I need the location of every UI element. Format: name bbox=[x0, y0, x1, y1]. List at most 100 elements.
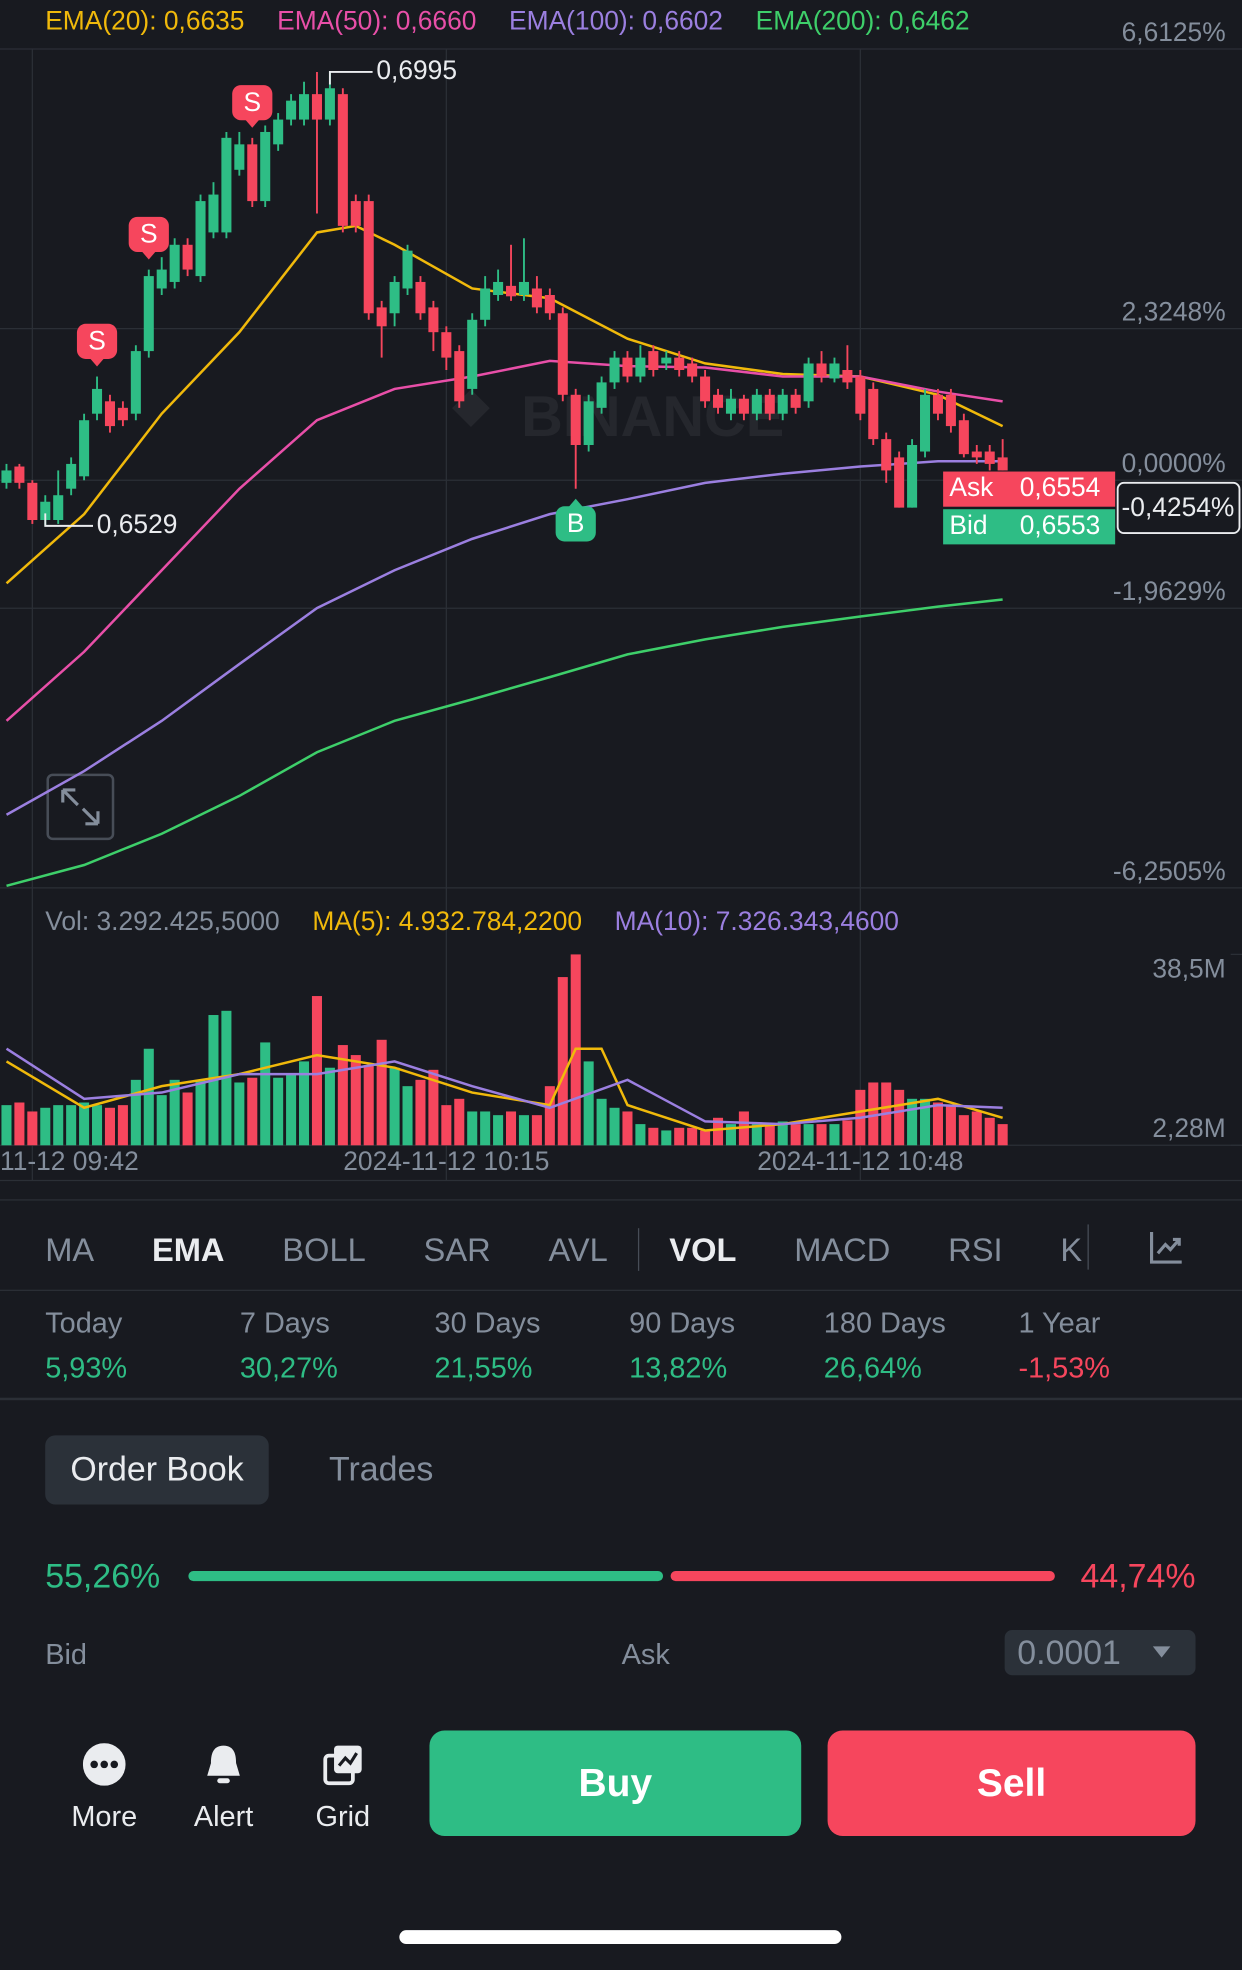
icon-path bbox=[1150, 1231, 1182, 1264]
order-book-tab[interactable]: Order Book bbox=[45, 1435, 269, 1505]
candle-body bbox=[557, 313, 568, 395]
indicator-tab[interactable]: SAR bbox=[423, 1230, 491, 1268]
y-tick-label: 2,3248% bbox=[1122, 297, 1226, 327]
candle-body bbox=[324, 88, 335, 120]
tool-icon[interactable] bbox=[82, 1743, 126, 1786]
volume-bar bbox=[764, 1124, 775, 1146]
precision-dropdown[interactable]: 0.0001 bbox=[1004, 1630, 1196, 1676]
candle-body bbox=[700, 376, 711, 402]
volume-bar bbox=[117, 1105, 128, 1146]
performance: Today 5,93% 7 Days 30,27% 30 Days 21,55% 90 Da… bbox=[45, 1306, 1225, 1394]
precision-value: 0.0001 bbox=[1017, 1633, 1121, 1672]
volume-bar bbox=[544, 1086, 555, 1146]
indicator-tab[interactable]: AVL bbox=[548, 1230, 608, 1268]
volume-bar bbox=[713, 1117, 724, 1146]
volume-bar bbox=[531, 1115, 542, 1146]
indicator-tab[interactable]: RSI bbox=[948, 1230, 1003, 1268]
period-change: 26,64% bbox=[823, 1351, 922, 1384]
y-tick-label: -1,9629% bbox=[1113, 576, 1226, 606]
candle-body bbox=[311, 94, 322, 120]
bid-label: Bid bbox=[949, 510, 987, 540]
volume-bar bbox=[596, 1098, 607, 1146]
volume-bar bbox=[958, 1115, 969, 1146]
candle-body bbox=[531, 288, 542, 308]
ask-price: 0,6554 bbox=[1020, 472, 1101, 502]
period-label: 90 Days bbox=[629, 1306, 736, 1339]
candle-body bbox=[247, 144, 258, 202]
volume-bar bbox=[156, 1095, 167, 1146]
signal-marker bbox=[244, 118, 260, 128]
candle-body bbox=[622, 357, 633, 377]
tool-label[interactable]: More bbox=[71, 1799, 138, 1833]
chart-settings-icon[interactable] bbox=[1148, 1228, 1186, 1266]
indicator-tab[interactable]: VOL bbox=[669, 1230, 737, 1268]
tool-icon[interactable] bbox=[202, 1743, 245, 1786]
volume-bar bbox=[920, 1098, 931, 1146]
volume-bar bbox=[907, 1098, 918, 1146]
candle-body bbox=[1, 470, 12, 483]
candle-body bbox=[544, 295, 555, 314]
volume-bar bbox=[260, 1042, 271, 1146]
bid-tag bbox=[943, 509, 1116, 545]
signal-marker bbox=[89, 357, 105, 367]
volume-bar bbox=[376, 1039, 387, 1146]
signal-marker bbox=[568, 498, 584, 508]
home-indicator bbox=[399, 1930, 842, 1944]
ask-ratio-bar bbox=[670, 1571, 1055, 1582]
signal-marker bbox=[128, 216, 169, 252]
tool-icon[interactable] bbox=[321, 1743, 364, 1786]
candle-body bbox=[713, 394, 724, 408]
volume-bar bbox=[609, 1107, 620, 1146]
volume-bar bbox=[234, 1082, 245, 1146]
candle-body bbox=[66, 463, 77, 489]
volume-bar bbox=[674, 1127, 685, 1146]
volume-bar bbox=[583, 1061, 594, 1146]
performance-item: 180 Days 26,64% bbox=[824, 1306, 946, 1385]
volume-bar bbox=[506, 1111, 517, 1146]
sell-button[interactable]: Sell bbox=[827, 1730, 1196, 1836]
icon bbox=[207, 1745, 240, 1784]
performance-item: 7 Days 30,27% bbox=[240, 1306, 338, 1385]
candle-body bbox=[402, 250, 413, 289]
signal-label: S bbox=[140, 219, 158, 249]
volume-bar bbox=[27, 1111, 38, 1146]
candle-body bbox=[117, 407, 128, 421]
candle-body bbox=[415, 281, 426, 314]
volume-bar bbox=[1, 1105, 12, 1146]
candle-body bbox=[506, 285, 517, 297]
indicator-tab[interactable]: EMA bbox=[151, 1230, 225, 1268]
candle-body bbox=[790, 394, 801, 408]
order-book-tab[interactable]: Trades bbox=[329, 1450, 434, 1489]
buy-button[interactable]: Buy bbox=[429, 1730, 802, 1836]
bid-ratio-bar bbox=[188, 1571, 664, 1582]
volume-bar bbox=[79, 1102, 90, 1146]
candle-body bbox=[467, 319, 478, 389]
candle-body bbox=[273, 119, 284, 145]
candle-body bbox=[648, 351, 659, 371]
candle-body bbox=[156, 269, 167, 289]
divider bbox=[0, 1397, 1242, 1401]
candle-body bbox=[92, 388, 103, 414]
indicator-tab[interactable]: MA bbox=[45, 1230, 95, 1268]
volume-bar bbox=[363, 1065, 374, 1146]
indicator-tab[interactable]: K bbox=[1060, 1230, 1083, 1268]
x-tick-label: 11-12 09:42 bbox=[0, 1146, 139, 1176]
candle-body bbox=[195, 201, 206, 277]
volume-bar bbox=[299, 1061, 310, 1146]
candle-body bbox=[104, 401, 115, 427]
tool-label[interactable]: Grid bbox=[315, 1799, 371, 1833]
icon bbox=[82, 1743, 126, 1786]
candle-body bbox=[932, 394, 943, 414]
indicator-tab[interactable]: BOLL bbox=[282, 1230, 366, 1268]
volume-bar bbox=[66, 1105, 77, 1146]
tool-label[interactable]: Alert bbox=[193, 1799, 254, 1833]
volume-bar bbox=[868, 1082, 879, 1146]
tab-fade bbox=[1087, 1224, 1089, 1270]
indicator-tab[interactable]: MACD bbox=[794, 1230, 891, 1268]
volume-bar bbox=[92, 1105, 103, 1146]
candle-body bbox=[221, 137, 232, 233]
candle-body bbox=[596, 382, 607, 408]
candle-body bbox=[337, 94, 348, 226]
expand-button[interactable] bbox=[46, 773, 115, 841]
